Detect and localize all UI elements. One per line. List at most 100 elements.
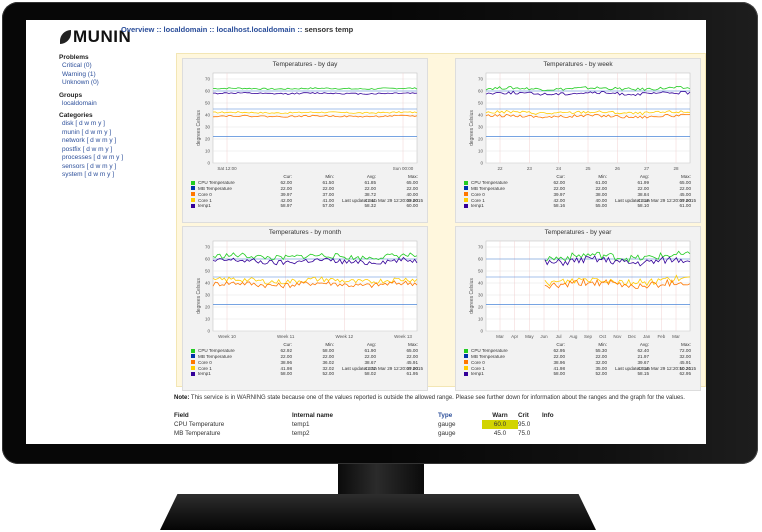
legend-value-cur: 62.00 [280,180,293,186]
legend-swatch [191,366,195,371]
legend-column-header: Avg: [639,342,649,348]
breadcrumb-domain[interactable]: localdomain [163,25,208,34]
series-line-temp1 [544,255,691,267]
y-tick-label: 70 [478,77,484,82]
legend-swatch [464,371,468,376]
graph-canvas: 70 60 50 40 30 20 10 0 Week 10 Week 11 Week 12 Week… [205,240,418,339]
legend-row: temp1 58.16 55.00 58.10 61.00 [464,203,696,209]
legend-header: Cur: Min: Avg: Max: [464,342,696,348]
x-tick-label: Apr [511,334,519,339]
legend-value-avg: 61.99 [637,180,650,186]
legend-row: CPU Temperature 62.00 61.50 61.85 65.00 [191,180,423,186]
sidebar-item-sensors[interactable]: sensors [ d w m y ] [62,162,117,170]
x-tick-label: Week 13 [394,334,412,339]
legend-value-min: 22.00 [595,353,608,359]
legend-swatch [464,198,468,203]
sidebar-item-munin[interactable]: munin [ d w m y ] [62,128,112,136]
graph-legend: Cur: Min: Avg: Max: CPU Temperature 62.00 61.5… [191,174,423,209]
series-line-core0 [212,114,418,118]
graph-week[interactable]: Temperatures - by week degrees Celsius 70 6… [455,58,701,223]
sidebar-item-critical[interactable]: Critical (0) [62,62,92,69]
y-tick-label: 20 [205,137,211,142]
legend-value-avg: 38.84 [637,191,650,197]
internal-name: temp1 [292,421,310,428]
legend-swatch [191,354,195,359]
legend-swatch [191,180,195,185]
legend-row: MB Temperature 22.00 22.00 21.97 32.00 [464,354,696,360]
last-update: Last update: Sun Mar 29 12:20:10 2015 [615,366,696,371]
legend-value-cur: 42.00 [553,197,566,203]
x-tick-label: Week 12 [335,334,353,339]
sidebar-item-postfix[interactable]: postfix [ d w m y ] [62,145,113,153]
series-line-core0 [485,113,691,119]
legend-row: MB Temperature 22.00 22.00 22.00 22.00 [191,354,423,360]
legend-value-cur: 22.00 [280,353,293,359]
x-tick-label: 22 [497,166,503,171]
legend-column-header: Avg: [639,174,649,180]
legend-value-min: 55.30 [595,348,608,354]
legend-series-name: MB Temperature [471,185,505,191]
graph-month[interactable]: Temperatures - by month degrees Celsius 70… [182,226,428,391]
legend-value-cur: 39.97 [553,191,566,197]
graph-day[interactable]: Temperatures - by day degrees Celsius 70 60… [182,58,428,223]
legend-value-avg: 61.85 [364,180,377,186]
plot-area [212,72,418,164]
legend-row: MB Temperature 22.00 22.00 22.00 22.00 [464,186,696,192]
legend-value-cur: 22.00 [553,185,566,191]
breadcrumb-overview[interactable]: Overview [121,25,155,34]
col-type[interactable]: Type [438,412,453,419]
col-field: Field [174,412,189,419]
munin-logo[interactable]: MUNIN [60,26,131,48]
legend-value-avg: 22.00 [364,353,377,359]
problems-heading: Problems [59,54,89,61]
legend-swatch [464,192,468,197]
graph-title: Temperatures - by day [272,61,338,68]
graph-canvas: 70 60 50 40 30 20 10 0 22 23 24 25 26 27 28 [478,72,691,171]
info-value [542,429,604,438]
legend-column-header: Max: [681,342,691,348]
series-line-core0 [544,278,691,289]
series-line-core1 [485,110,691,116]
y-tick-label: 20 [478,305,484,310]
sidebar-item-localdomain[interactable]: localdomain [62,99,97,107]
legend-row: temp1 58.00 52.00 58.02 61.95 [191,371,423,377]
legend-column-header: Max: [681,174,691,180]
legend-value-min: 36.02 [322,359,335,365]
sidebar-item-warning[interactable]: Warning (1) [62,70,96,78]
legend-value-cur: 42.00 [280,197,293,203]
legend-series-name: CPU Temperature [471,180,508,186]
sidebar-item-unknown[interactable]: Unknown (0) [62,79,99,86]
legend-value-max: 22.00 [406,353,419,359]
breadcrumb-separator: :: [156,25,162,34]
legend-value-avg: 21.97 [637,353,650,359]
graph-title: Temperatures - by month [268,229,342,236]
sidebar-item-network[interactable]: network [ d w m y ] [62,137,117,144]
y-tick-label: 30 [205,125,211,130]
graph-year[interactable]: Temperatures - by year degrees Celsius 70 6… [455,226,701,391]
y-tick-label: 10 [478,149,484,154]
graph-legend: Cur: Min: Avg: Max: CPU Temperature 62.95 55.3… [464,342,696,377]
x-tick-label: 24 [556,166,562,171]
legend-value-cur: 58.00 [280,371,293,377]
legend-row: Core 0 38.96 32.00 39.67 45.91 [464,359,696,365]
sidebar-item-processes[interactable]: processes [ d w m y ] [62,154,124,161]
sidebar-item-disk[interactable]: disk [ d w m y ] [62,120,105,127]
x-tick-label: Mar [496,334,504,339]
series-line-core1 [544,274,691,287]
legend-column-header: Cur: [556,174,565,180]
sidebar-item-system[interactable]: system [ d w m y ] [62,171,115,178]
legend-value-min: 52.00 [595,371,608,377]
breadcrumb-host[interactable]: localhost.localdomain [216,25,296,34]
legend-column-header: Min: [598,174,607,180]
legend-value-avg: 38.72 [364,191,377,197]
x-tick-label: Jun [540,334,548,339]
y-tick-label: 30 [478,125,484,130]
series-line-temp1 [212,91,418,95]
legend-value-avg: 61.90 [364,348,377,354]
legend-column-header: Avg: [366,174,376,180]
series-line-temp1 [485,90,691,96]
legend-value-min: 22.00 [595,185,608,191]
legend-column-header: Avg: [366,342,376,348]
y-tick-label: 60 [205,257,211,262]
legend-value-avg: 58.10 [637,203,650,209]
